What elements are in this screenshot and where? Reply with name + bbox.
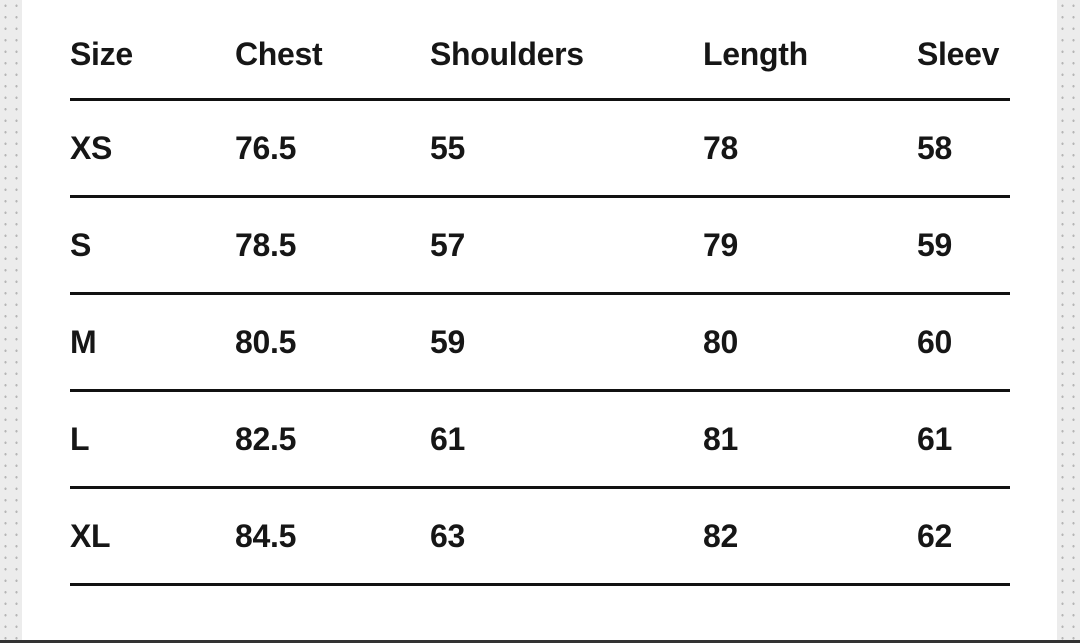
cell-size: XL [70,517,111,554]
bottom-edge [0,640,1080,643]
cell-length: 80 [703,323,738,360]
header-size: Size [70,35,133,72]
cell-chest: 82.5 [235,420,297,457]
cell-shoulders: 57 [430,226,465,263]
cell-sleeve: 62 [917,517,952,554]
cell-shoulders: 63 [430,517,465,554]
cell-size: S [70,226,92,263]
cell-shoulders: 59 [430,323,465,360]
left-margin-strip [0,0,22,643]
header-length: Length [703,35,808,72]
cell-shoulders: 55 [430,129,465,166]
cell-chest: 76.5 [235,129,297,166]
table-row: L 82.5 61 81 61 [70,392,1010,489]
right-margin-strip [1057,0,1080,643]
size-chart-table: Size Chest Shoulders Length Sleev XS 76.5… [70,0,1010,586]
cell-length: 78 [703,129,738,166]
table-row: XS 76.5 55 78 58 [70,101,1010,198]
table-header-row: Size Chest Shoulders Length Sleev [70,0,1010,101]
table-row: XL 84.5 63 82 62 [70,489,1010,586]
cell-length: 79 [703,226,738,263]
cell-chest: 84.5 [235,517,297,554]
cell-size: L [70,420,90,457]
cell-length: 81 [703,420,738,457]
cell-size: M [70,323,97,360]
cell-size: XS [70,129,113,166]
cell-shoulders: 61 [430,420,465,457]
cell-sleeve: 59 [917,226,952,263]
cell-length: 82 [703,517,738,554]
cell-sleeve: 58 [917,129,952,166]
header-sleeve: Sleev [917,35,1000,72]
cell-chest: 78.5 [235,226,297,263]
table-row: M 80.5 59 80 60 [70,295,1010,392]
header-shoulders: Shoulders [430,35,584,72]
cell-chest: 80.5 [235,323,297,360]
cell-sleeve: 60 [917,323,952,360]
table-row: S 78.5 57 79 59 [70,198,1010,295]
header-chest: Chest [235,35,323,72]
cell-sleeve: 61 [917,420,952,457]
